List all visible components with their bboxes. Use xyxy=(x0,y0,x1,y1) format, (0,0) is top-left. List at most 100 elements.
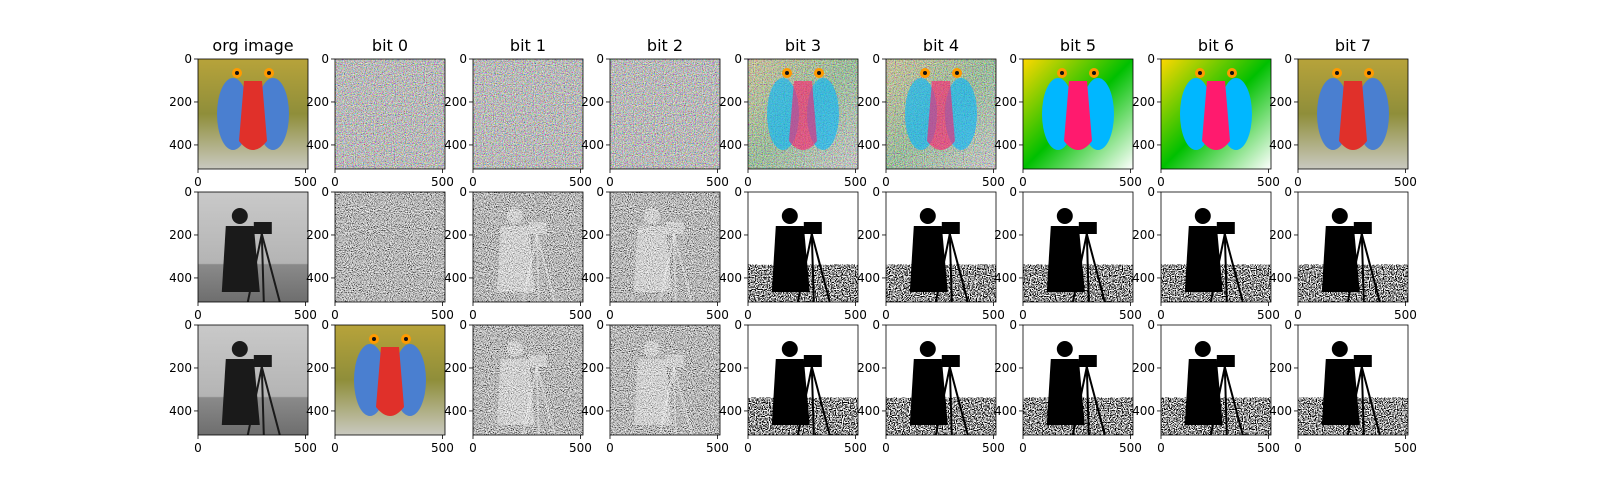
y-tick-label: 200 xyxy=(444,95,467,109)
panel-frame xyxy=(1297,324,1409,436)
y-tick-label: 200 xyxy=(994,228,1017,242)
y-tick-label: 0 xyxy=(596,318,604,332)
x-tick-label: 500 xyxy=(844,441,867,455)
x-tick-label: 500 xyxy=(1257,308,1280,322)
x-tick-label: 0 xyxy=(331,441,339,455)
y-tick-label: 0 xyxy=(321,52,329,66)
column-title: bit 2 xyxy=(647,36,683,55)
y-tick-label: 200 xyxy=(719,228,742,242)
y-tick-label: 200 xyxy=(306,228,329,242)
x-tick-label: 0 xyxy=(194,308,202,322)
panel-frame xyxy=(885,324,997,436)
image-panel: 0 500 0 200 400 xyxy=(169,52,317,189)
x-tick-label: 0 xyxy=(469,175,477,189)
column-title: bit 0 xyxy=(372,36,408,55)
image-panel: 0 500 0 200 400 xyxy=(1269,318,1417,455)
column-title: bit 4 xyxy=(923,36,959,55)
panel-frame xyxy=(472,191,584,303)
x-tick-label: 500 xyxy=(982,308,1005,322)
x-tick-label: 500 xyxy=(294,441,317,455)
x-tick-label: 500 xyxy=(569,441,592,455)
panel-frame xyxy=(609,324,721,436)
y-tick-label: 0 xyxy=(596,185,604,199)
y-tick-label: 0 xyxy=(872,52,880,66)
y-tick-label: 0 xyxy=(734,185,742,199)
x-tick-label: 0 xyxy=(1019,175,1027,189)
x-tick-label: 500 xyxy=(569,308,592,322)
y-tick-label: 0 xyxy=(1284,52,1292,66)
y-tick-label: 400 xyxy=(581,138,604,152)
x-tick-label: 0 xyxy=(331,175,339,189)
image-panel: 0 500 0 200 400 xyxy=(444,318,592,455)
y-tick-label: 200 xyxy=(581,361,604,375)
image-panel: 0 500 0 200 400 xyxy=(581,185,729,322)
x-tick-label: 500 xyxy=(569,175,592,189)
panel-frame xyxy=(334,191,446,303)
image-panel: 0 500 0 200 400 xyxy=(1269,185,1417,322)
image-panel: 0 500 0 200 400 xyxy=(994,52,1142,189)
y-tick-label: 0 xyxy=(1284,318,1292,332)
column-title: bit 1 xyxy=(510,36,546,55)
image-panel: 0 500 0 200 400 xyxy=(169,185,317,322)
y-tick-label: 200 xyxy=(857,95,880,109)
panel-frame xyxy=(472,58,584,170)
y-tick-label: 400 xyxy=(857,404,880,418)
panel-frame xyxy=(609,191,721,303)
y-tick-label: 200 xyxy=(719,361,742,375)
y-tick-label: 400 xyxy=(169,404,192,418)
y-tick-label: 0 xyxy=(1147,52,1155,66)
y-tick-label: 400 xyxy=(719,404,742,418)
panel-frame xyxy=(1160,324,1272,436)
y-tick-label: 0 xyxy=(321,185,329,199)
panel-frame xyxy=(334,58,446,170)
image-panel: 0 500 0 200 400 xyxy=(444,185,592,322)
x-tick-label: 0 xyxy=(882,441,890,455)
image-panel: 0 500 0 200 400 xyxy=(306,318,454,455)
y-tick-label: 200 xyxy=(1132,361,1155,375)
x-tick-label: 0 xyxy=(194,175,202,189)
y-tick-label: 200 xyxy=(857,361,880,375)
x-tick-label: 500 xyxy=(1257,441,1280,455)
image-panel: 0 500 0 200 400 xyxy=(444,52,592,189)
column-title: bit 3 xyxy=(785,36,821,55)
image-panel: 0 500 0 200 400 xyxy=(581,318,729,455)
x-tick-label: 0 xyxy=(1294,175,1302,189)
y-tick-label: 200 xyxy=(719,95,742,109)
x-tick-label: 0 xyxy=(1157,441,1165,455)
image-panel: 0 500 0 200 400 xyxy=(1132,52,1280,189)
y-tick-label: 200 xyxy=(444,361,467,375)
image-panel: 0 500 0 200 400 xyxy=(857,185,1005,322)
y-tick-label: 200 xyxy=(857,228,880,242)
x-tick-label: 500 xyxy=(1119,308,1142,322)
x-tick-label: 500 xyxy=(1119,175,1142,189)
x-tick-label: 0 xyxy=(1019,308,1027,322)
y-tick-label: 400 xyxy=(719,138,742,152)
image-panel: 0 500 0 200 400 xyxy=(719,318,867,455)
y-tick-label: 0 xyxy=(1009,318,1017,332)
y-tick-label: 400 xyxy=(1132,138,1155,152)
x-tick-label: 500 xyxy=(1394,441,1417,455)
y-tick-label: 400 xyxy=(1269,138,1292,152)
panel-frame xyxy=(1160,191,1272,303)
panel-frame xyxy=(197,324,309,436)
y-tick-label: 200 xyxy=(1269,95,1292,109)
x-tick-label: 500 xyxy=(844,175,867,189)
y-tick-label: 0 xyxy=(459,52,467,66)
y-tick-label: 0 xyxy=(596,52,604,66)
y-tick-label: 400 xyxy=(306,271,329,285)
x-tick-label: 500 xyxy=(982,441,1005,455)
panel-frame xyxy=(747,191,859,303)
y-tick-label: 400 xyxy=(994,271,1017,285)
y-tick-label: 400 xyxy=(306,138,329,152)
x-tick-label: 0 xyxy=(606,175,614,189)
panel-frame xyxy=(472,324,584,436)
image-panel: 0 500 0 200 400 xyxy=(994,318,1142,455)
x-tick-label: 500 xyxy=(1394,308,1417,322)
y-tick-label: 0 xyxy=(872,318,880,332)
image-panel: 0 500 0 200 400 xyxy=(857,52,1005,189)
column-title: bit 7 xyxy=(1335,36,1371,55)
panel-frame xyxy=(1160,58,1272,170)
image-panel: 0 500 0 200 400 xyxy=(719,52,867,189)
x-tick-label: 500 xyxy=(1394,175,1417,189)
